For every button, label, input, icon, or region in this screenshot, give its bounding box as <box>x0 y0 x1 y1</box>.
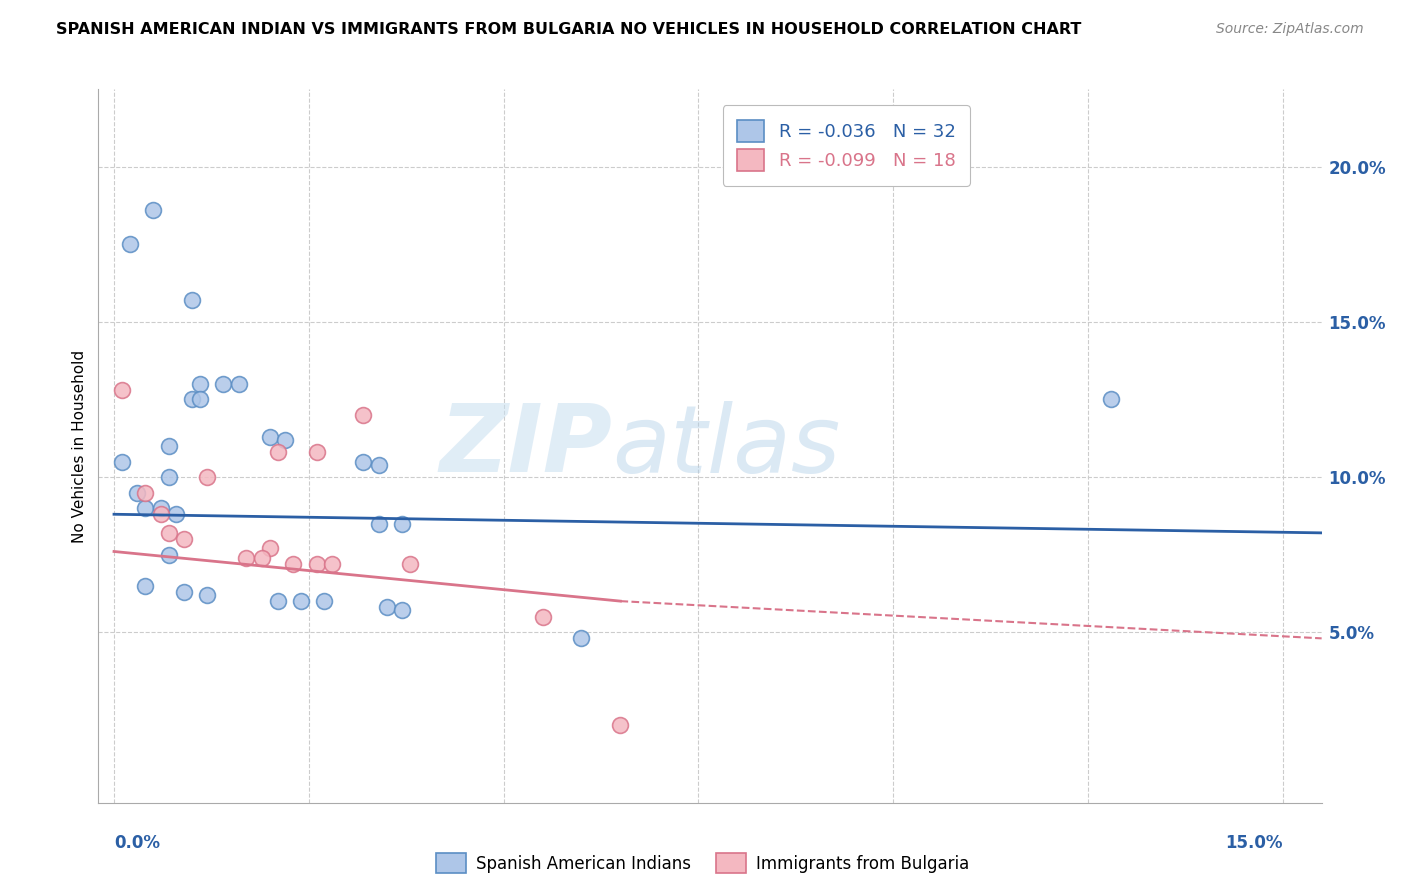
Point <box>283 557 305 571</box>
Point <box>259 430 281 444</box>
Point <box>157 525 180 540</box>
Point <box>134 579 156 593</box>
Point <box>375 600 398 615</box>
Point <box>180 293 202 308</box>
Point <box>571 632 593 646</box>
Point <box>173 584 195 599</box>
Point <box>531 609 554 624</box>
Point <box>149 508 172 522</box>
Point <box>149 501 172 516</box>
Point <box>165 508 187 522</box>
Point <box>259 541 281 556</box>
Text: 0.0%: 0.0% <box>114 834 160 852</box>
Point <box>235 550 257 565</box>
Point <box>157 548 180 562</box>
Point <box>274 433 297 447</box>
Text: atlas: atlas <box>612 401 841 491</box>
Point <box>188 392 211 407</box>
Point <box>180 392 202 407</box>
Text: 15.0%: 15.0% <box>1225 834 1282 852</box>
Point <box>212 376 235 391</box>
Point <box>352 454 374 468</box>
Point <box>367 516 389 531</box>
Point <box>305 557 328 571</box>
Point <box>157 439 180 453</box>
Point <box>305 445 328 459</box>
Point <box>134 485 156 500</box>
Point <box>173 532 195 546</box>
Point <box>399 557 422 571</box>
Point <box>352 408 374 422</box>
Text: SPANISH AMERICAN INDIAN VS IMMIGRANTS FROM BULGARIA NO VEHICLES IN HOUSEHOLD COR: SPANISH AMERICAN INDIAN VS IMMIGRANTS FR… <box>56 22 1081 37</box>
Y-axis label: No Vehicles in Household: No Vehicles in Household <box>72 350 87 542</box>
Point <box>290 594 312 608</box>
Point <box>1099 392 1122 407</box>
Point <box>142 203 165 218</box>
Text: ZIP: ZIP <box>439 400 612 492</box>
Point <box>321 557 343 571</box>
Point <box>197 470 219 484</box>
Point <box>391 516 413 531</box>
Point <box>111 454 134 468</box>
Point <box>391 603 413 617</box>
Point <box>134 501 156 516</box>
Legend: R = -0.036   N = 32, R = -0.099   N = 18: R = -0.036 N = 32, R = -0.099 N = 18 <box>723 105 970 186</box>
Point <box>127 485 149 500</box>
Legend: Spanish American Indians, Immigrants from Bulgaria: Spanish American Indians, Immigrants fro… <box>430 847 976 880</box>
Point <box>197 588 219 602</box>
Point <box>118 237 141 252</box>
Text: Source: ZipAtlas.com: Source: ZipAtlas.com <box>1216 22 1364 37</box>
Point <box>111 383 134 397</box>
Point <box>266 445 288 459</box>
Point <box>157 470 180 484</box>
Point <box>609 718 631 732</box>
Point <box>228 376 250 391</box>
Point <box>314 594 336 608</box>
Point <box>266 594 288 608</box>
Point <box>367 458 389 472</box>
Point <box>250 550 273 565</box>
Point <box>188 376 211 391</box>
